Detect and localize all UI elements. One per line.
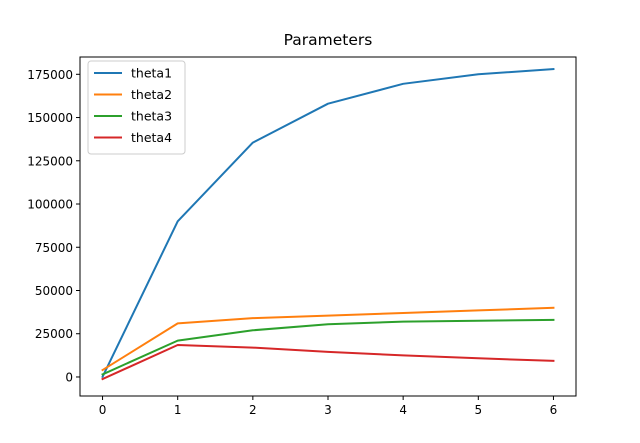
axes-layer: 0 1 2 3 4 5 6 0 25000 50000 75000 100000 125000 15000… — [27, 56, 577, 417]
series-line-theta2 — [101, 306, 555, 372]
series-line-theta4 — [101, 343, 555, 381]
legend-label-theta4: theta4 — [131, 130, 172, 145]
x-tick-label: 6 — [550, 403, 558, 417]
y-tick-label: 125000 — [27, 154, 73, 168]
legend: theta1 theta2 theta3 theta4 — [87, 60, 186, 155]
legend-label-theta3: theta3 — [131, 109, 172, 124]
y-tick-label: 0 — [65, 370, 73, 384]
x-tick-label: 0 — [99, 403, 107, 417]
series-layer — [101, 68, 555, 381]
y-tick-label: 150000 — [27, 111, 73, 125]
x-tick-label: 3 — [324, 403, 332, 417]
legend-box — [87, 60, 186, 155]
x-tick-label: 1 — [174, 403, 182, 417]
series-line-theta1 — [101, 68, 555, 379]
x-tick-label: 4 — [399, 403, 407, 417]
legend-label-theta2: theta2 — [131, 87, 172, 102]
y-tick-label: 50000 — [35, 284, 73, 298]
chart-title: Parameters — [284, 31, 373, 49]
series-line-theta3 — [101, 318, 555, 376]
y-tick-label: 75000 — [35, 241, 73, 255]
x-tick-label: 5 — [474, 403, 482, 417]
y-tick-label: 25000 — [35, 327, 73, 341]
y-tick-label: 100000 — [27, 198, 73, 212]
x-tick-label: 2 — [249, 403, 257, 417]
legend-label-theta1: theta1 — [131, 66, 172, 81]
y-tick-label: 175000 — [27, 68, 73, 82]
